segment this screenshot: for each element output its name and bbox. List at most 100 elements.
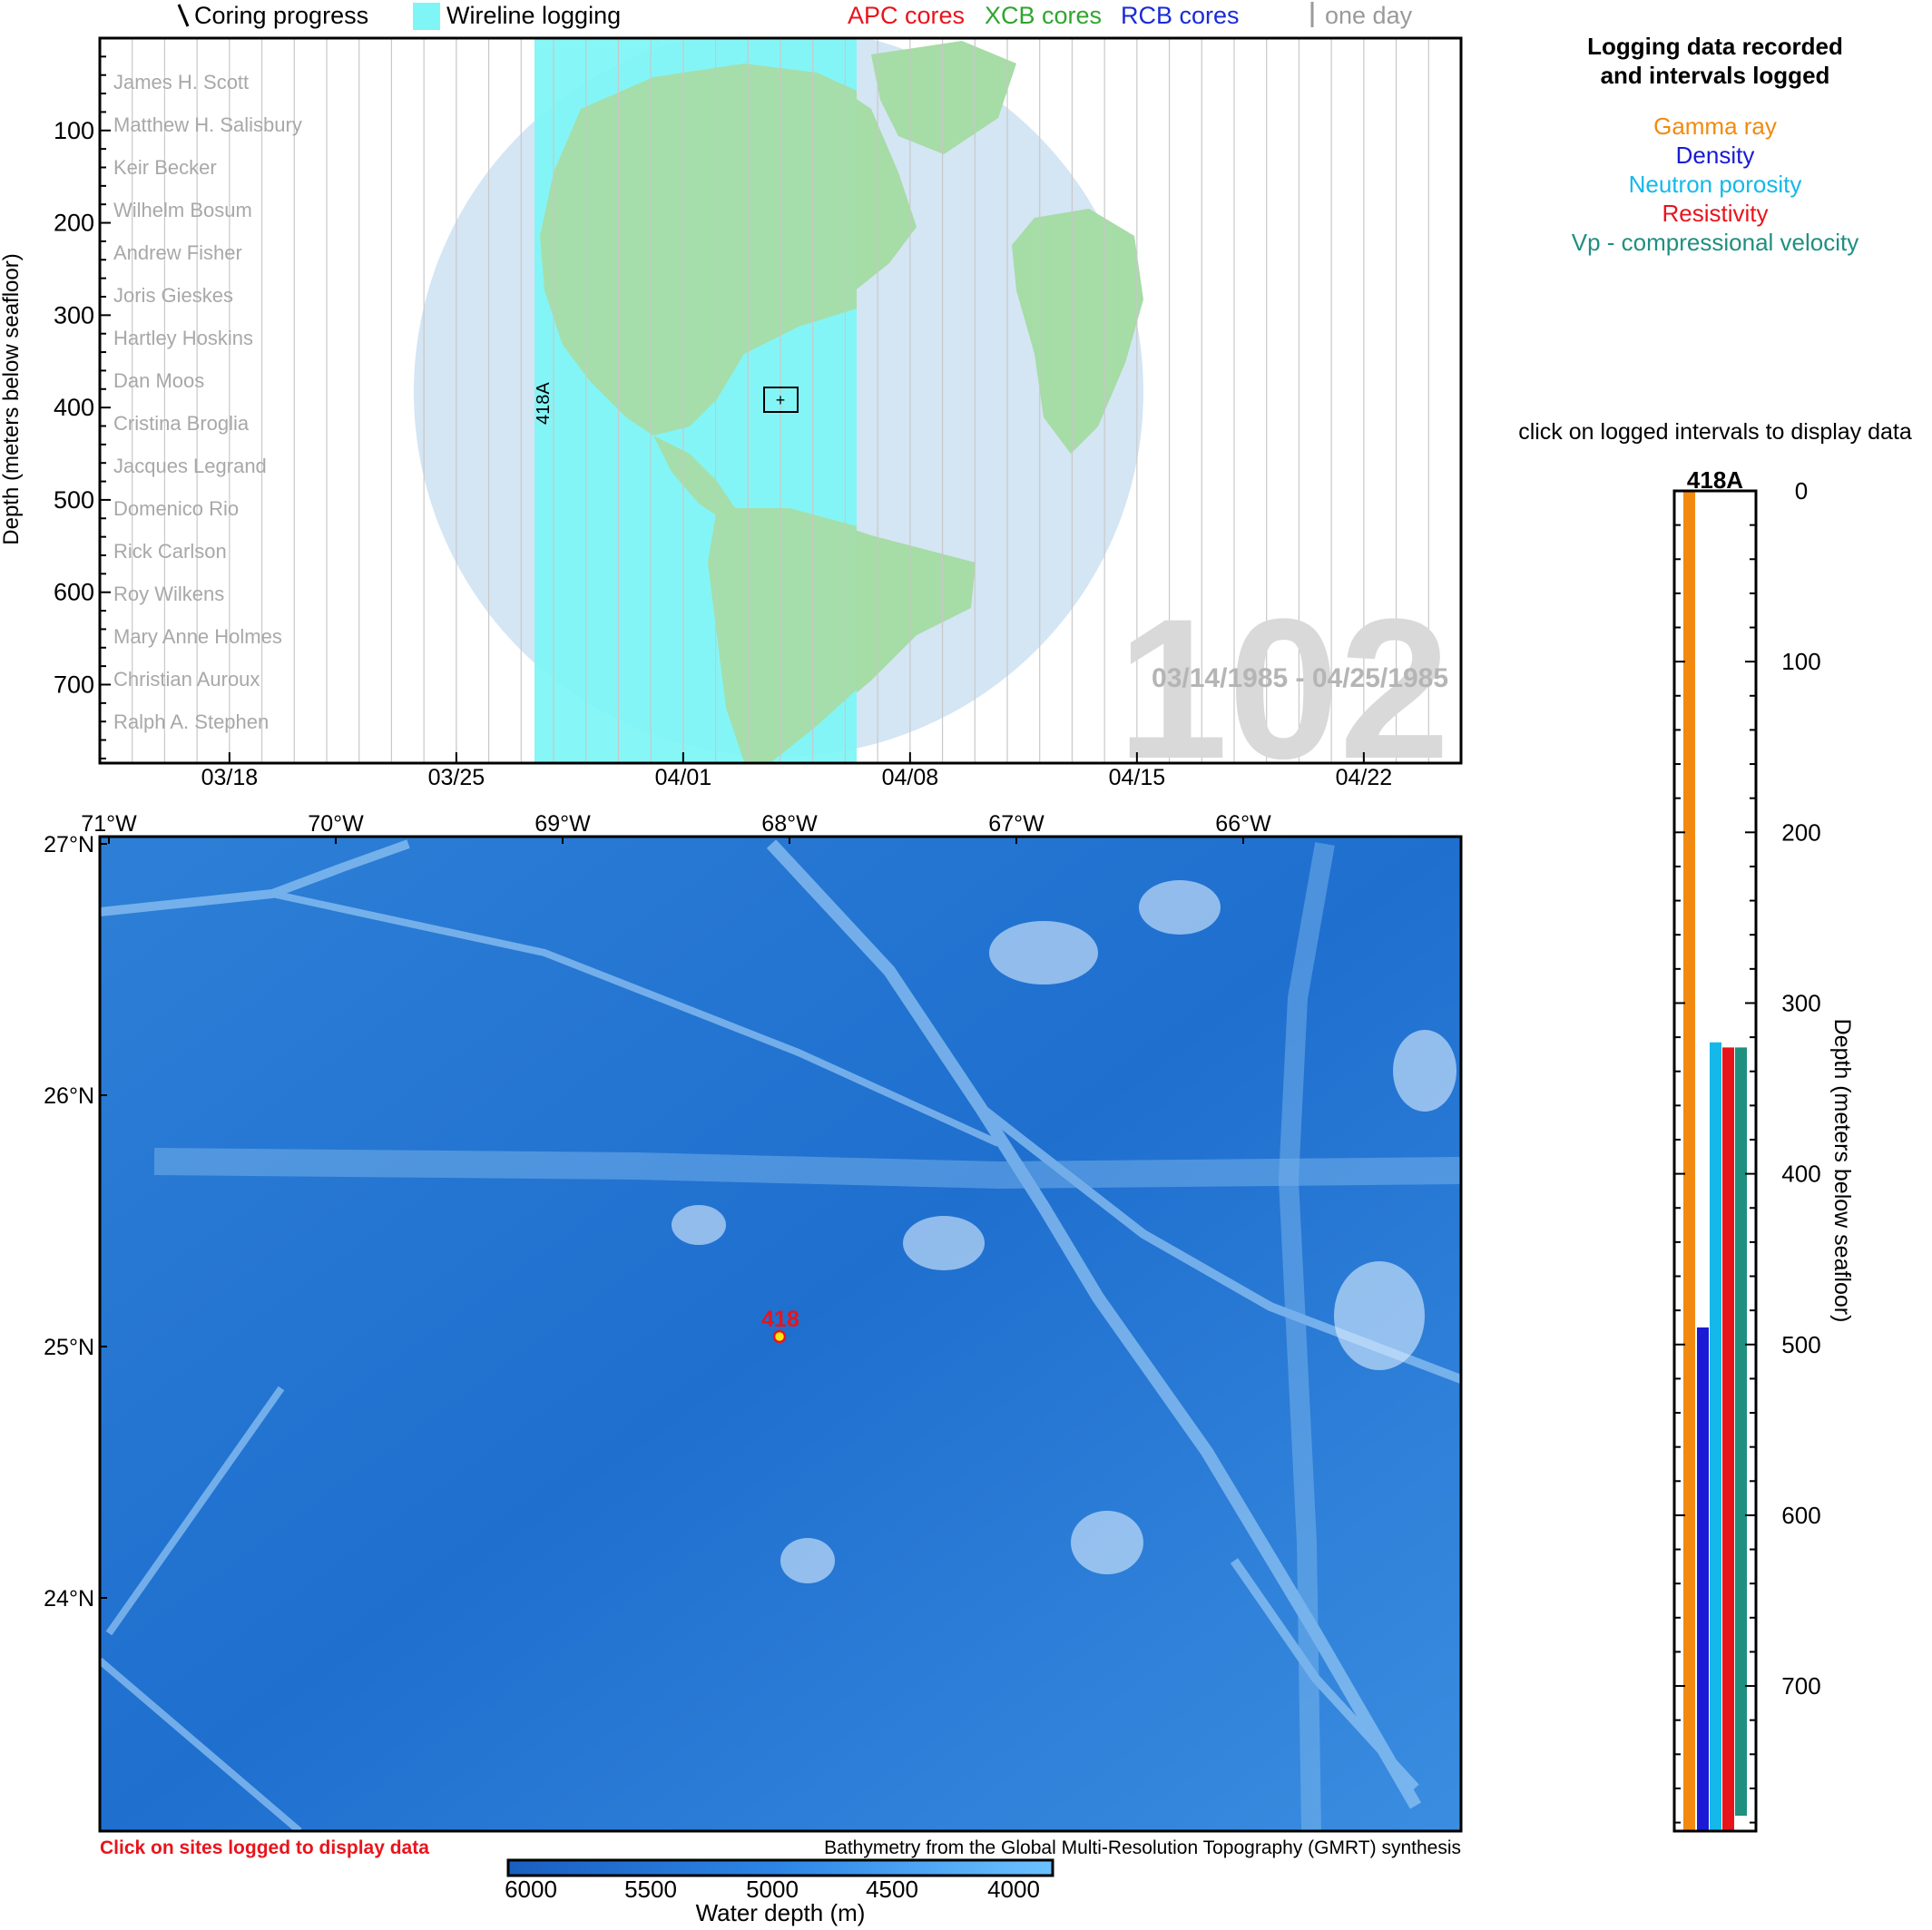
depth-tick-label: 300 <box>1781 989 1820 1016</box>
colorbar-ticks: 6000 5500 5000 4500 4000 <box>505 1876 1040 1903</box>
map-click-note: Click on sites logged to display data <box>100 1837 429 1858</box>
depth-tick-label: 600 <box>1781 1502 1820 1529</box>
log-interval-resistivity[interactable] <box>1722 1047 1734 1831</box>
timeline-panel: + 102 03/14/1985 - 04/25/1985 418A James… <box>0 36 1463 800</box>
lon-label: 66°W <box>1215 811 1271 837</box>
timeline-x-axis: 03/18 03/25 04/01 04/08 04/15 04/22 <box>201 752 1393 790</box>
log-interval-gamma-ray[interactable] <box>1683 491 1695 1831</box>
timeline-y-tick-label: 200 <box>54 210 94 237</box>
logged-interval-bars <box>1683 491 1747 1831</box>
scientist-name: Roy Wilkens <box>113 583 224 605</box>
leg-number: 102 <box>1117 577 1450 800</box>
scientist-name: Rick Carlson <box>113 540 227 563</box>
study-area-box <box>763 387 799 413</box>
map-frame <box>98 835 1463 1833</box>
colorbar-tick-label: 5500 <box>624 1876 677 1903</box>
rcb-label: RCB cores <box>1121 2 1240 29</box>
colorbar-label: Water depth (m) <box>696 1899 866 1926</box>
lon-label: 68°W <box>761 811 818 837</box>
hole-column-title: 418A <box>1687 466 1743 494</box>
seafloor-features <box>100 839 1461 1831</box>
coring-progress-swatch <box>177 4 190 27</box>
lat-label: 27°N <box>44 832 94 857</box>
colorbar-tick-label: 4000 <box>987 1876 1040 1903</box>
south-america-over-band <box>708 508 857 762</box>
central-america-over-band <box>653 436 735 522</box>
scientist-name: Joris Gieskes <box>113 284 233 307</box>
scientist-name: Wilhelm Bosum <box>113 199 252 221</box>
timeline-y-tick-label: 600 <box>54 579 94 606</box>
scientist-name: Jacques Legrand <box>113 455 267 477</box>
lat-label: 26°N <box>44 1083 94 1109</box>
depth-colorbar <box>506 1858 1054 1877</box>
timeline-y-tick-label: 100 <box>54 117 94 144</box>
colorbar-tick-label: 5000 <box>746 1876 799 1903</box>
timeline-y-tick-label: 500 <box>54 486 94 514</box>
greenland-shape <box>871 41 1016 154</box>
timeline-y-tick-label: 300 <box>54 301 94 328</box>
depth-axis: 0 100 200 300 400 500 600 700 <box>1674 477 1821 1824</box>
wireline-label: Wireline logging <box>446 2 621 29</box>
day-gridlines <box>132 38 1429 763</box>
site-418-marker[interactable] <box>772 1329 787 1344</box>
latitude-labels: 27°N 26°N 25°N 24°N <box>44 832 107 1612</box>
longitude-labels: 71°W 70°W 69°W 68°W 67°W 66°W <box>81 811 1271 844</box>
timeline-frame <box>98 36 1463 765</box>
date-range: 03/14/1985 - 04/25/1985 <box>1152 663 1448 693</box>
hole-label-418a[interactable]: 418A <box>534 382 554 425</box>
lat-label: 25°N <box>44 1335 94 1360</box>
logging-title-line1: Logging data recorded <box>1587 33 1843 60</box>
timeline-x-tick-label: 04/08 <box>882 765 939 790</box>
lon-label: 69°W <box>534 811 591 837</box>
seamount-highlights <box>672 880 1456 1583</box>
one-day-label: one day <box>1325 2 1413 29</box>
depth-tick-label: 200 <box>1781 818 1820 846</box>
logging-panel: Logging data recorded and intervals logg… <box>1518 33 1912 1833</box>
scientist-name: Cristina Broglia <box>113 412 250 435</box>
bathymetry-credit: Bathymetry from the Global Multi-Resolut… <box>824 1837 1461 1858</box>
logging-legend-item: Gamma ray <box>1653 113 1777 140</box>
scientist-name: James H. Scott <box>113 71 249 93</box>
colorbar-tick-label: 6000 <box>505 1876 557 1903</box>
apc-label: APC cores <box>848 2 965 29</box>
study-area-marker: + <box>776 391 786 409</box>
depth-axis-label: Depth (meters below seafloor) <box>1829 1019 1855 1323</box>
log-interval-density[interactable] <box>1697 1327 1709 1831</box>
logging-legend-item: Neutron porosity <box>1629 171 1802 198</box>
logging-title-line2: and intervals logged <box>1601 62 1830 89</box>
timeline-x-tick-label: 04/01 <box>655 765 712 790</box>
depth-tick-label: 500 <box>1781 1331 1820 1358</box>
timeline-x-tick-label: 04/15 <box>1109 765 1166 790</box>
timeline-x-tick-label: 03/25 <box>428 765 485 790</box>
scientist-name: Ralph A. Stephen <box>113 710 269 733</box>
log-interval-neutron-porosity[interactable] <box>1710 1042 1721 1831</box>
timeline-y-tick-label: 700 <box>54 671 94 698</box>
scientist-name: Keir Becker <box>113 156 217 179</box>
timeline-x-tick-label: 04/22 <box>1336 765 1393 790</box>
xcb-label: XCB cores <box>985 2 1102 29</box>
log-interval-vp-compressional-velocity[interactable] <box>1735 1047 1747 1817</box>
logging-click-note: click on logged intervals to display dat… <box>1518 419 1912 445</box>
top-legend: Coring progress Wireline logging APC cor… <box>177 2 1413 30</box>
scientist-name: Mary Anne Holmes <box>113 625 282 648</box>
scientist-name: Matthew H. Salisbury <box>113 113 302 136</box>
scientist-name: Hartley Hoskins <box>113 327 253 349</box>
site-418-label[interactable]: 418 <box>761 1307 799 1332</box>
colorbar-tick-label: 4500 <box>866 1876 918 1903</box>
lon-label: 67°W <box>988 811 1044 837</box>
north-america-over-band <box>540 64 857 436</box>
logging-legend-item: Density <box>1676 142 1755 169</box>
timeline-y-axis: 100 200 300 400 500 600 700 <box>54 37 111 759</box>
wireline-swatch <box>413 3 440 30</box>
depth-tick-label: 400 <box>1781 1161 1820 1188</box>
hole-column-frame <box>1672 489 1758 1833</box>
coring-progress-label: Coring progress <box>194 2 368 29</box>
timeline-y-axis-label: Depth (meters below seafloor) <box>0 253 24 544</box>
scientist-name: Dan Moos <box>113 369 204 392</box>
logging-legend-item: Vp - compressional velocity <box>1572 229 1858 256</box>
depth-tick-label: 700 <box>1781 1672 1820 1700</box>
logging-legend-item: Resistivity <box>1662 200 1768 227</box>
scientist-name: Domenico Rio <box>113 497 239 520</box>
